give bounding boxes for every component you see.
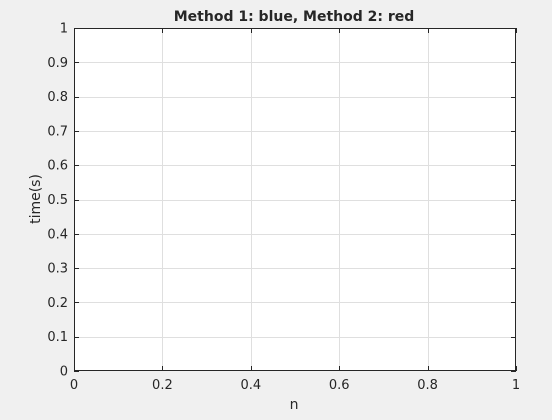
axes-box (74, 28, 516, 371)
y-tick-label: 0.4 (47, 227, 68, 242)
y-axis-label: time(s) (28, 174, 44, 224)
y-tick-label: 0.9 (47, 56, 68, 71)
y-tick-label: 0.2 (47, 296, 68, 311)
y-tick-label: 0.5 (47, 193, 68, 208)
grid-lines (74, 28, 516, 371)
y-tick-label: 1 (60, 22, 68, 37)
y-tick-label: 0.1 (47, 330, 68, 345)
y-tick-label: 0.6 (47, 159, 68, 174)
y-tick-label: 0 (60, 365, 68, 380)
tick-marks (74, 28, 517, 372)
plot-area (74, 28, 516, 371)
y-tick-label: 0.8 (47, 90, 68, 105)
x-tick-label: 0.6 (329, 378, 350, 393)
x-tick-label: 0 (70, 378, 78, 393)
chart-title: Method 1: blue, Method 2: red (174, 9, 415, 25)
x-tick-label: 0.4 (240, 378, 261, 393)
x-tick-label: 0.8 (417, 378, 438, 393)
y-tick-label: 0.7 (47, 124, 68, 139)
x-axis-label: n (290, 397, 299, 413)
y-tick-labels: 0 0.1 0.2 0.3 0.4 0.5 0.6 0.7 0.8 0.9 1 (47, 22, 68, 380)
y-tick-label: 0.3 (47, 262, 68, 277)
x-tick-label: 1 (512, 378, 520, 393)
x-tick-labels: 0 0.2 0.4 0.6 0.8 1 (70, 378, 520, 393)
x-tick-label: 0.2 (152, 378, 173, 393)
